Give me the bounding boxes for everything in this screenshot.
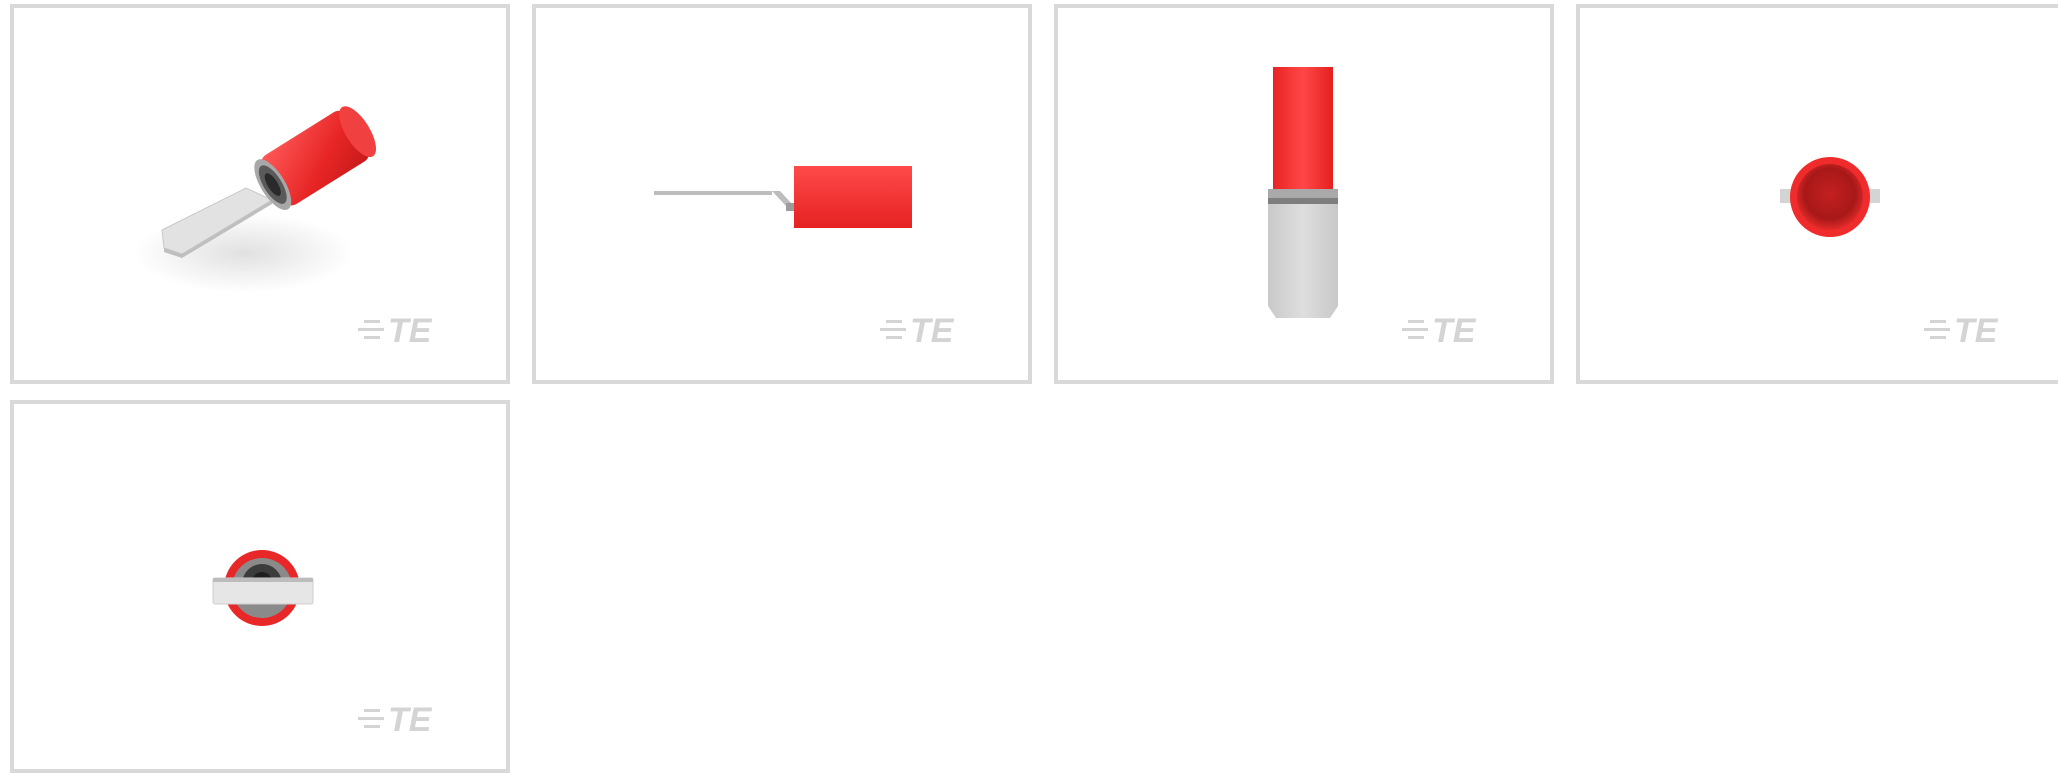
thumbnail-isometric-view[interactable]: TE bbox=[10, 4, 510, 384]
thumbnail-end-insulation-view[interactable]: TE bbox=[1576, 4, 2058, 384]
te-logo-watermark: TE bbox=[358, 701, 468, 739]
te-logo-watermark: TE bbox=[358, 312, 468, 350]
terminal-end-insulation-image bbox=[1780, 157, 1880, 237]
svg-text:TE: TE bbox=[388, 312, 433, 348]
thumbnail-end-tab-view[interactable]: TE bbox=[10, 400, 510, 773]
svg-text:TE: TE bbox=[910, 312, 955, 348]
svg-text:TE: TE bbox=[388, 701, 433, 737]
thumbnail-top-view[interactable]: TE bbox=[1054, 4, 1554, 384]
thumbnail-side-view[interactable]: TE bbox=[532, 4, 1032, 384]
terminal-top-image bbox=[1268, 67, 1338, 318]
terminal-side-image bbox=[654, 166, 912, 228]
te-logo-watermark: TE bbox=[1924, 312, 2034, 350]
terminal-end-tab-image bbox=[212, 550, 314, 626]
te-logo-watermark: TE bbox=[880, 312, 990, 350]
te-logo-watermark: TE bbox=[1402, 312, 1512, 350]
svg-text:TE: TE bbox=[1954, 312, 1999, 348]
svg-text:TE: TE bbox=[1432, 312, 1477, 348]
terminal-isometric-image bbox=[134, 106, 377, 293]
